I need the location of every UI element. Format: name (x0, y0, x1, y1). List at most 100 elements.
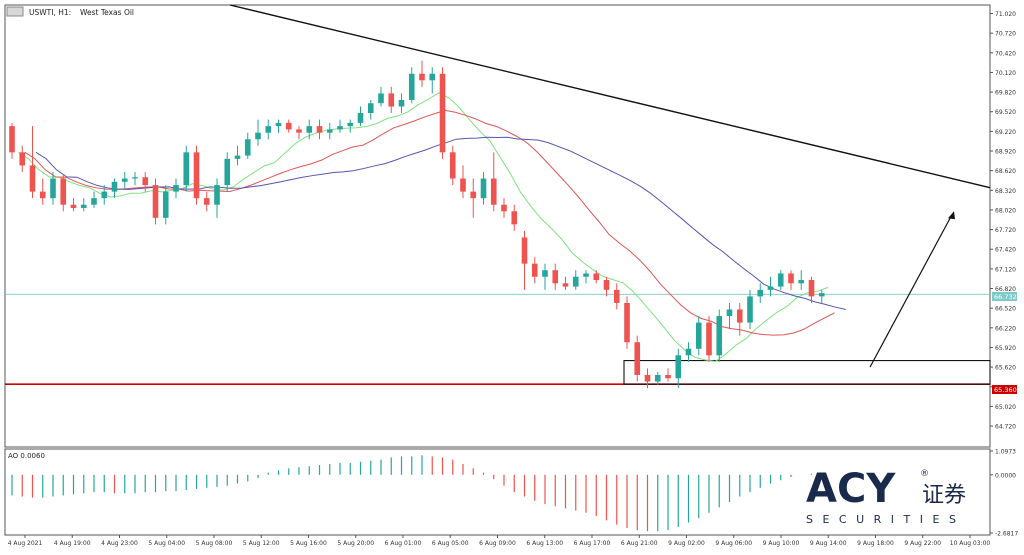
annotations[interactable] (5, 4, 991, 385)
candle (695, 316, 702, 356)
price-tick-label: 69.520 (995, 109, 1016, 116)
candle-body (152, 185, 159, 218)
price-axis[interactable]: 71.020 70.720 70.420 70.120 69.820 69.520 69.2… (990, 11, 1016, 431)
candle-body (531, 263, 538, 277)
time-tick-label: 9 Aug 22:00 (904, 540, 941, 547)
price-tick-label: 66.220 (995, 325, 1016, 332)
price-tick-label: 66.520 (995, 306, 1016, 313)
time-tick-label: 9 Aug 06:00 (715, 540, 752, 547)
candle (285, 119, 292, 133)
candle (326, 122, 333, 140)
candle (583, 270, 589, 284)
price-tick-label: 68.320 (995, 188, 1016, 195)
candle (80, 198, 87, 212)
candle-body (347, 122, 354, 127)
time-tick-label: 6 Aug 05:00 (432, 540, 469, 547)
candle (654, 371, 661, 385)
candle (726, 302, 733, 330)
price-tick-label: 67.120 (995, 266, 1016, 273)
candle-body (255, 132, 261, 140)
price-tick-label: 70.120 (995, 70, 1016, 77)
logo-brand: ACY (806, 466, 896, 512)
candle-body (296, 129, 302, 133)
candle (9, 122, 15, 159)
candle-body (439, 73, 446, 153)
time-tick-label: 4 Aug 19:00 (54, 540, 91, 547)
candle-body (19, 152, 26, 166)
ao-histogram (11, 455, 823, 532)
time-tick-label: 9 Aug 10:00 (763, 540, 800, 547)
candle-body (798, 280, 805, 284)
time-tick-label: 5 Aug 16:00 (290, 540, 327, 547)
candle (193, 145, 200, 205)
ma-slow-line (35, 136, 846, 310)
candle-body (50, 178, 56, 199)
candle (470, 178, 477, 218)
candle-body (162, 191, 169, 218)
price-tick-label: 70.720 (995, 31, 1016, 38)
candle (777, 270, 784, 290)
ao-axis: 1.0973 0.0000 -2.6817 (990, 449, 1018, 538)
candle (316, 119, 323, 140)
candle (132, 171, 138, 186)
candle-body (388, 93, 395, 107)
time-tick-label: 10 Aug 03:00 (950, 540, 991, 547)
candle (613, 283, 620, 310)
candle-body (39, 191, 46, 199)
candle-body (367, 103, 374, 114)
candle (706, 316, 712, 362)
ma-mid-line (24, 109, 835, 336)
time-tick-label: 5 Aug 08:00 (196, 540, 233, 547)
candle-body (111, 181, 118, 192)
candle (716, 309, 723, 362)
candle (121, 171, 128, 189)
current-price-label: 66.732 (994, 293, 1017, 301)
candle-body (593, 273, 600, 281)
candle (70, 198, 77, 212)
candle-body (716, 316, 723, 356)
candle-body (132, 177, 138, 179)
price-tick-label: 68.020 (995, 207, 1016, 214)
support-price-label: 65.360 (994, 386, 1017, 394)
acy-logo: ACY ® 证券 SECURITIES (800, 460, 980, 530)
candle-body (654, 374, 661, 382)
candle (439, 67, 446, 159)
candle (367, 99, 374, 120)
candle-body (408, 73, 415, 100)
candle (665, 368, 671, 382)
candle-body (357, 113, 364, 123)
candle-body (562, 283, 569, 287)
candle (788, 270, 794, 290)
candle-body (173, 185, 179, 192)
candle (408, 67, 415, 104)
candle-body (624, 302, 630, 343)
candle (798, 270, 805, 290)
candle-body (316, 126, 323, 133)
candle (244, 132, 251, 159)
candle (562, 276, 569, 290)
ma-fast-line (18, 92, 829, 362)
candle-body (306, 126, 313, 133)
candle-body (121, 178, 128, 182)
candle (60, 175, 67, 212)
candle (747, 289, 753, 330)
candle (255, 119, 261, 146)
candle-body (634, 342, 641, 375)
candle-body (265, 126, 272, 133)
candle-body (285, 122, 292, 130)
logo-cn: 证券 (922, 483, 966, 508)
price-tick-label: 67.720 (995, 227, 1016, 234)
candle-body (101, 191, 108, 199)
candle-body (29, 165, 36, 192)
candle (685, 342, 692, 362)
chart-frame (4, 4, 991, 536)
candle-body (398, 99, 405, 107)
candle (572, 270, 579, 290)
candle (624, 296, 630, 349)
candle-body (706, 322, 712, 356)
time-axis[interactable]: 4 Aug 2021 4 Aug 19:00 4 Aug 23:00 5 Aug 04… (8, 535, 991, 547)
candle-body (583, 273, 589, 277)
candle (808, 276, 815, 303)
